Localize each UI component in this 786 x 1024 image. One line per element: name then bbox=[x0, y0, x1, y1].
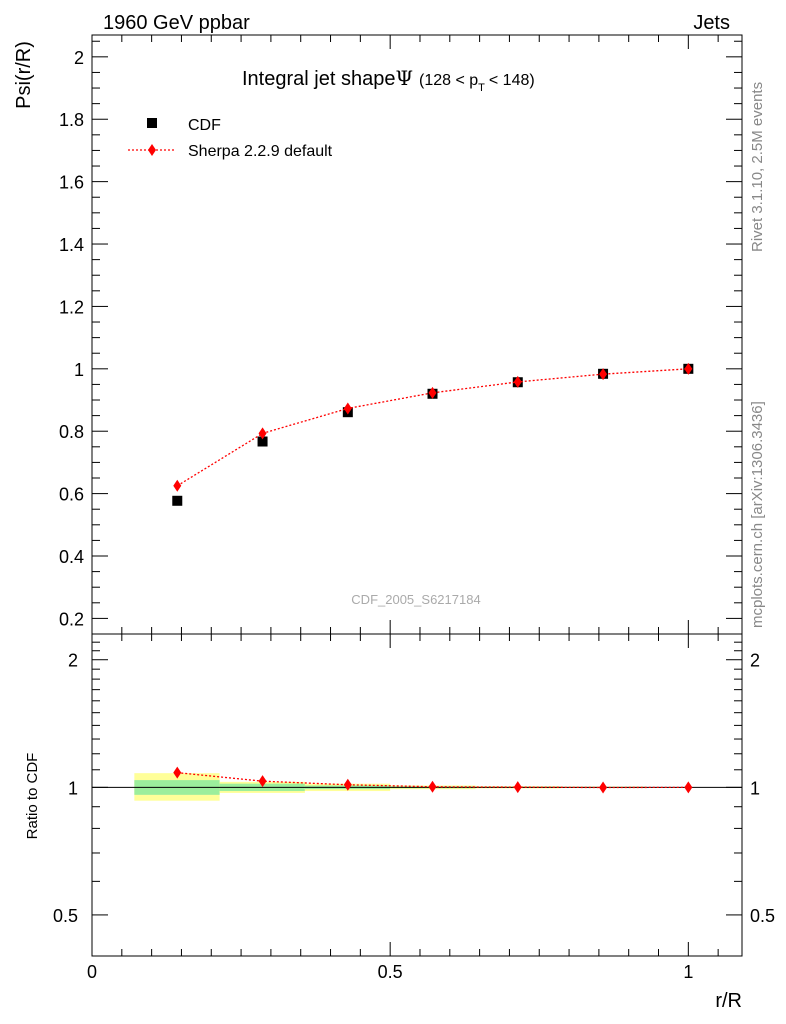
title-end: < 148) bbox=[489, 72, 535, 89]
sherpa-point bbox=[513, 375, 522, 388]
ratio-point bbox=[173, 766, 182, 779]
chart-title: Integral jet shapeΨ (128 < pT < 148) bbox=[242, 66, 535, 94]
y-tick-label: 0.4 bbox=[59, 547, 84, 567]
header-right: Jets bbox=[693, 12, 730, 34]
data-points bbox=[172, 362, 694, 794]
analysis-watermark: CDF_2005_S6217184 bbox=[351, 592, 480, 607]
y-tick-label: 1.2 bbox=[59, 297, 84, 317]
ratio-point bbox=[599, 781, 608, 794]
legend-cdf-marker bbox=[147, 118, 157, 128]
legend: CDF Sherpa 2.2.9 default bbox=[128, 117, 333, 160]
ratio-tick-label-right: 1 bbox=[750, 778, 760, 798]
sherpa-point bbox=[343, 402, 352, 415]
ratio-tick-label-right: 2 bbox=[750, 651, 760, 671]
legend-sherpa-marker bbox=[148, 144, 156, 156]
ratio-tick-label-left: 2 bbox=[68, 651, 78, 671]
x-axis-label: r/R bbox=[715, 990, 742, 1012]
title-symbol: Ψ bbox=[395, 66, 413, 90]
ratio-tick-label-right: 0.5 bbox=[750, 906, 775, 926]
y-tick-label: 0.2 bbox=[59, 609, 84, 629]
cdf-point bbox=[172, 495, 183, 506]
sherpa-point bbox=[599, 368, 608, 381]
ratio-point bbox=[684, 781, 693, 794]
header-left: 1960 GeV ppbar bbox=[103, 12, 250, 34]
axes: 0 0.5 1 0.2 0.4 0.6 0.8 1 1.2 1.4 1.6 1.8 2 0.5 0.5 1 1 2… bbox=[53, 35, 775, 982]
mcplots-label: mcplots.cern.ch [arXiv:1306.3436] bbox=[749, 401, 766, 628]
sherpa-point bbox=[258, 427, 267, 440]
y-axis-label: Psi(r/R) bbox=[13, 41, 35, 109]
ratio-point bbox=[343, 778, 352, 791]
legend-cdf-label: CDF bbox=[188, 117, 221, 134]
ratio-tick-label-left: 0.5 bbox=[53, 906, 78, 926]
ratio-point bbox=[258, 775, 267, 788]
sherpa-point bbox=[684, 362, 693, 375]
ratio-plot-frame bbox=[91, 633, 743, 957]
cdf-point bbox=[257, 436, 268, 447]
y-tick-label: 0.8 bbox=[59, 422, 84, 442]
y-tick-label: 2 bbox=[74, 48, 84, 68]
y-tick-label: 1.6 bbox=[59, 173, 84, 193]
y-tick-label: 1.4 bbox=[59, 235, 84, 255]
ratio-point bbox=[428, 780, 437, 793]
sherpa-point bbox=[428, 386, 437, 399]
x-tick-label: 0.5 bbox=[378, 962, 403, 982]
ratio-tick-label-left: 1 bbox=[68, 778, 78, 798]
title-subscript: T bbox=[478, 82, 485, 94]
y-tick-label: 1 bbox=[74, 360, 84, 380]
y-tick-label: 1.8 bbox=[59, 110, 84, 130]
title-main: Integral jet shape bbox=[242, 68, 395, 90]
ratio-point bbox=[513, 781, 522, 794]
x-tick-label: 0 bbox=[87, 962, 97, 982]
x-tick-label: 1 bbox=[683, 962, 693, 982]
title-range: (128 < p bbox=[419, 72, 478, 89]
sherpa-point bbox=[173, 479, 182, 492]
sherpa-line bbox=[176, 368, 689, 487]
y-tick-label: 0.6 bbox=[59, 485, 84, 505]
rivet-version-label: Rivet 3.1.10, 2.5M events bbox=[749, 82, 766, 252]
ratio-y-axis-label: Ratio to CDF bbox=[24, 753, 41, 840]
legend-sherpa-label: Sherpa 2.2.9 default bbox=[188, 143, 333, 160]
